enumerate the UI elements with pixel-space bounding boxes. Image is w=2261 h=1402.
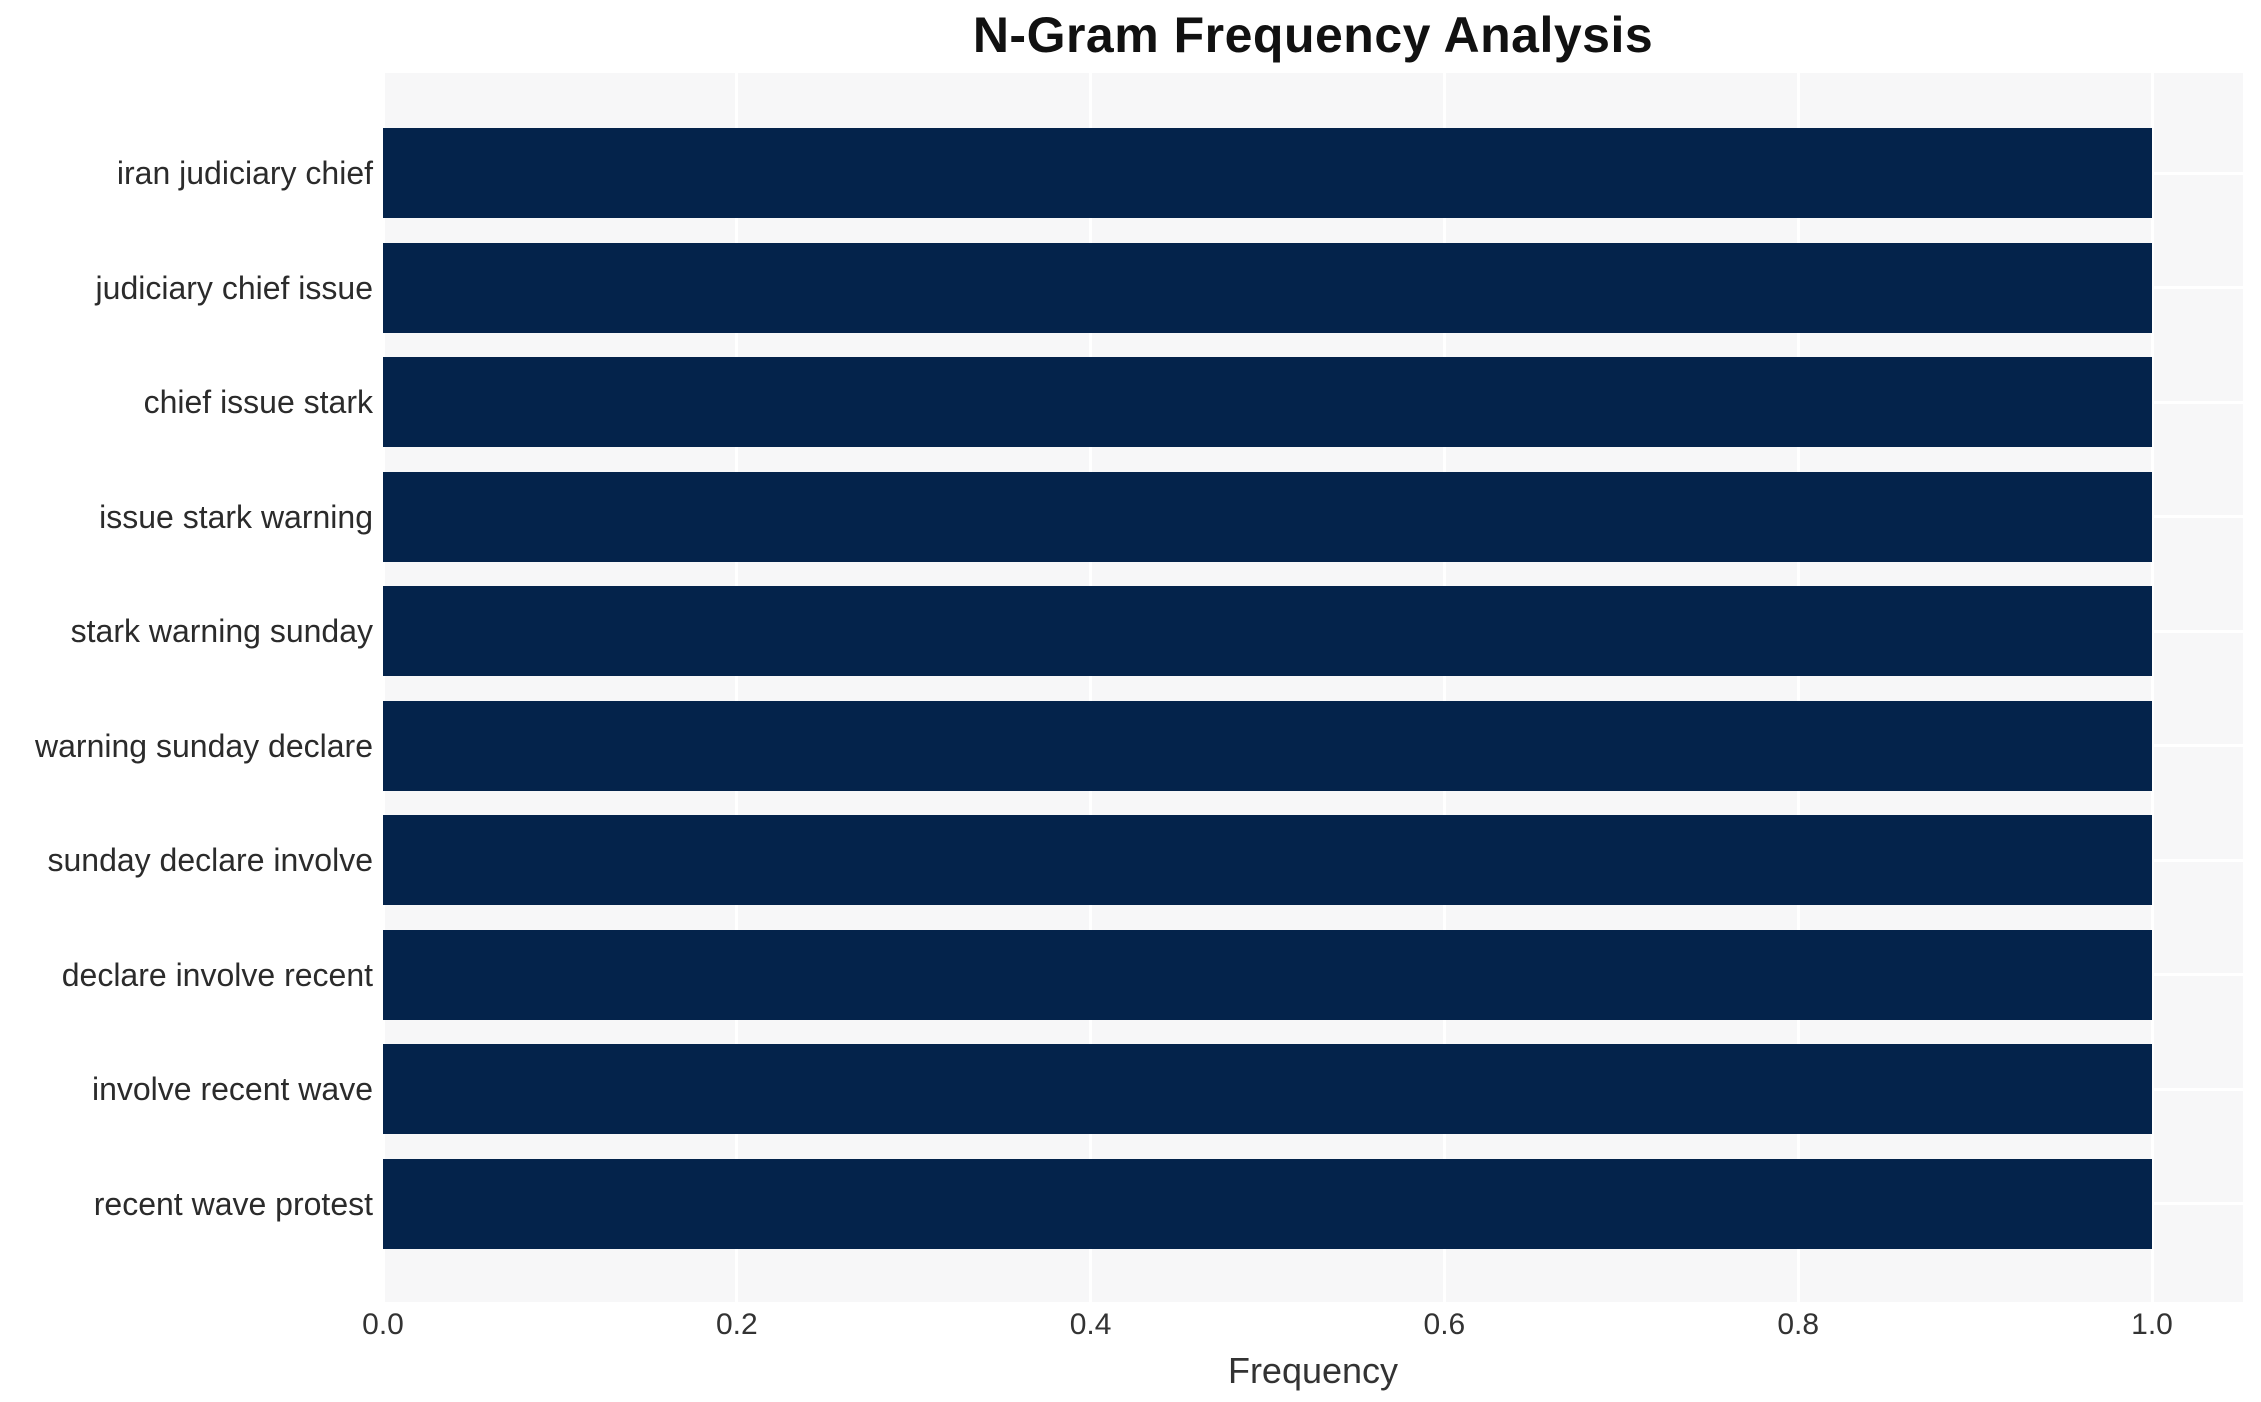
x-axis-tick-label: 0.8 <box>1777 1308 1820 1341</box>
y-axis-category-label: judiciary chief issue <box>95 269 373 306</box>
bar <box>383 471 2152 562</box>
y-axis-category-label: declare involve recent <box>61 956 373 993</box>
bar <box>383 1044 2152 1135</box>
x-gridline <box>2150 73 2154 1302</box>
x-axis-tick-label: 0.0 <box>362 1308 404 1341</box>
y-axis-category-label: sunday declare involve <box>47 842 373 879</box>
y-axis-category-label: involve recent wave <box>91 1071 373 1108</box>
x-axis-tick-label: 0.6 <box>1423 1308 1466 1341</box>
x-gridline <box>1796 73 1800 1302</box>
x-axis-tick-label: 0.4 <box>1069 1308 1112 1341</box>
x-axis-tick-label: 0.2 <box>715 1308 758 1341</box>
y-axis-category-label: warning sunday declare <box>35 727 373 764</box>
x-axis-title: Frequency <box>1227 1350 1399 1391</box>
x-gridline <box>735 73 739 1302</box>
bar <box>383 1158 2152 1249</box>
plot-area <box>381 73 2243 1302</box>
bar <box>383 357 2152 448</box>
y-axis-category-label: stark warning sunday <box>70 613 373 650</box>
x-gridline <box>1089 73 1093 1302</box>
bar <box>383 929 2152 1020</box>
bar <box>383 242 2152 333</box>
bar <box>383 586 2152 677</box>
x-gridline <box>1442 73 1446 1302</box>
y-axis-category-label: iran judiciary chief <box>116 155 373 191</box>
bar <box>383 128 2152 218</box>
y-axis-category-label: chief issue stark <box>143 384 373 421</box>
y-axis-category-label: recent wave protest <box>93 1185 373 1222</box>
chart-title: N-Gram Frequency Analysis <box>972 7 1654 63</box>
x-gridline <box>381 73 385 1302</box>
bar <box>383 700 2152 791</box>
bar <box>383 815 2152 906</box>
y-axis-category-label: issue stark warning <box>99 498 373 535</box>
x-axis-tick-label: 1.0 <box>2131 1308 2173 1341</box>
